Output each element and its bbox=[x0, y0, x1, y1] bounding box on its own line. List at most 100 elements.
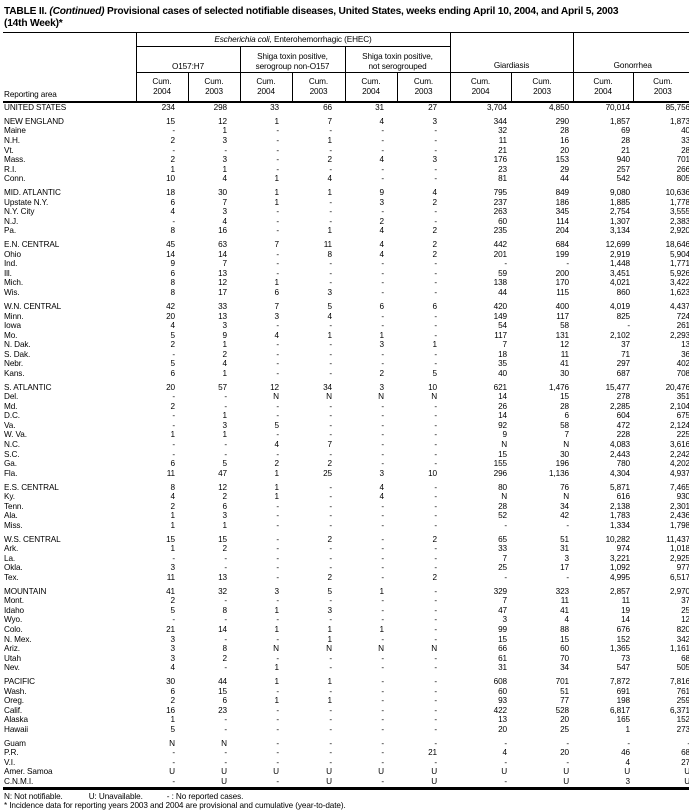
value-cell: 528 bbox=[555, 705, 570, 715]
table-row: Kans. 6 1 - - 2 5 40 30 687 708 bbox=[3, 369, 689, 379]
value-cell: 51 bbox=[560, 534, 570, 544]
value-cell: 4 bbox=[170, 663, 176, 673]
value-cell: - bbox=[276, 634, 279, 644]
value-cell: - bbox=[276, 705, 279, 715]
reporting-area-cell: Ga. bbox=[4, 459, 17, 469]
value-cell: 1 bbox=[327, 625, 333, 635]
value-cell: - bbox=[276, 401, 279, 411]
value-cell: 1 bbox=[274, 625, 280, 635]
value-cell: 608 bbox=[493, 677, 508, 687]
value-cell: - bbox=[434, 634, 438, 644]
table-row: Wyo. - - - - - - 3 4 14 12 bbox=[3, 615, 689, 625]
value-cell: 44 bbox=[560, 174, 570, 184]
value-cell: 44 bbox=[498, 288, 508, 298]
table-row: Del. - - N N N N 14 15 278 351 bbox=[3, 392, 689, 402]
value-cell: 2,919 bbox=[610, 249, 631, 259]
value-cell: 5,926 bbox=[670, 268, 689, 278]
value-cell: 20 bbox=[560, 715, 570, 725]
value-cell: - bbox=[224, 401, 227, 411]
value-cell: - bbox=[381, 359, 384, 369]
value-cell: 9 bbox=[379, 188, 385, 198]
value-cell: - bbox=[381, 615, 384, 625]
value-cell: - bbox=[172, 748, 175, 758]
value-cell: N bbox=[273, 644, 279, 654]
reporting-area-cell: Iowa bbox=[4, 321, 21, 331]
reporting-area-cell: P.R. bbox=[4, 748, 19, 758]
value-cell: 7 bbox=[564, 430, 570, 440]
table-header: Reporting area Escherichia coli, Enteroh… bbox=[3, 32, 689, 103]
value-cell: - bbox=[381, 605, 384, 615]
value-cell: 795 bbox=[493, 188, 508, 198]
value-cell: - bbox=[276, 249, 279, 259]
table-title-text: Provisional cases of selected notifiable… bbox=[106, 6, 619, 17]
value-cell: - bbox=[381, 563, 384, 573]
value-cell: - bbox=[276, 321, 279, 331]
value-cell: 42 bbox=[560, 511, 570, 521]
value-cell: 28 bbox=[560, 126, 570, 136]
value-cell: 1 bbox=[274, 174, 280, 184]
reporting-area-cell: Calif. bbox=[4, 705, 23, 715]
value-cell: - bbox=[434, 330, 438, 340]
value-cell: - bbox=[381, 440, 384, 449]
reporting-area-cell: Ala. bbox=[4, 511, 18, 521]
table-row: Maine - 1 - - - - 32 28 69 40 bbox=[3, 126, 689, 136]
value-cell: 30 bbox=[218, 188, 227, 198]
value-cell: - bbox=[329, 596, 332, 606]
reporting-area-cell: Ill. bbox=[4, 268, 12, 278]
value-cell: - bbox=[329, 653, 332, 663]
value-cell: - bbox=[172, 145, 175, 155]
value-cell: 23 bbox=[218, 705, 227, 715]
table-row: C.N.M.I. - U - U - U - U 3 U bbox=[3, 777, 689, 790]
notifiable-diseases-table: Reporting area Escherichia coli, Enteroh… bbox=[3, 32, 689, 790]
value-cell: - bbox=[504, 520, 508, 530]
value-cell: - bbox=[434, 174, 438, 184]
value-cell: - bbox=[434, 586, 438, 596]
reporting-area-cell: MOUNTAIN bbox=[4, 586, 47, 596]
value-cell: 21 bbox=[498, 145, 508, 155]
table-row: Calif. 16 23 - - - - 422 528 6,817 6,371 bbox=[3, 706, 689, 716]
table-row: Okla. 3 - - - - - 25 17 1,092 977 bbox=[3, 563, 689, 573]
reporting-area-cell: Del. bbox=[4, 392, 19, 402]
value-cell: - bbox=[434, 501, 438, 511]
value-cell: 2 bbox=[222, 653, 228, 663]
value-cell: - bbox=[434, 511, 438, 521]
reporting-area-cell: Hawaii bbox=[4, 724, 28, 734]
value-cell: U bbox=[273, 767, 279, 777]
cum-2004-header-2: Cum. 2004 bbox=[239, 72, 292, 103]
table-row: E.N. CENTRAL 45 63 7 11 4 2 442 684 12,699 18,646 bbox=[3, 240, 689, 250]
reporting-area-cell: Miss. bbox=[4, 520, 23, 530]
reporting-area-cell: Wyo. bbox=[4, 615, 23, 625]
value-cell: U bbox=[221, 767, 227, 777]
value-cell: N bbox=[221, 738, 227, 748]
value-cell: 66 bbox=[498, 644, 508, 654]
table-row: Va. - 3 5 - - - 92 58 472 2,124 bbox=[3, 421, 689, 431]
cum-2003-header-gonorrhea: Cum. 2003 bbox=[632, 72, 689, 103]
value-cell: 41 bbox=[560, 359, 570, 369]
value-cell: 11,437 bbox=[666, 534, 689, 544]
value-cell: 15 bbox=[166, 534, 175, 544]
value-cell: - bbox=[381, 136, 384, 146]
value-cell: 2 bbox=[170, 596, 176, 606]
value-cell: 261 bbox=[676, 321, 689, 331]
value-cell: 29 bbox=[560, 164, 570, 174]
value-cell: - bbox=[504, 757, 508, 767]
value-cell: - bbox=[381, 663, 384, 673]
value-cell: - bbox=[381, 511, 384, 521]
value-cell: 3 bbox=[432, 155, 438, 165]
value-cell: 45 bbox=[166, 240, 175, 250]
value-cell: U bbox=[563, 767, 570, 777]
value-cell: 117 bbox=[494, 330, 508, 340]
value-cell: - bbox=[172, 126, 175, 136]
value-cell: 186 bbox=[555, 197, 570, 207]
value-cell: 99 bbox=[498, 625, 508, 635]
value-cell: 1 bbox=[274, 278, 280, 288]
value-cell: - bbox=[136, 777, 188, 790]
value-cell: 81 bbox=[498, 174, 508, 184]
value-cell: 977 bbox=[676, 563, 689, 573]
value-cell: 85,756 bbox=[665, 103, 689, 112]
value-cell: 15 bbox=[218, 686, 227, 696]
value-cell: 3 bbox=[170, 634, 176, 644]
value-cell: - bbox=[329, 368, 332, 378]
value-cell: - bbox=[329, 615, 332, 625]
value-cell: - bbox=[329, 738, 332, 748]
